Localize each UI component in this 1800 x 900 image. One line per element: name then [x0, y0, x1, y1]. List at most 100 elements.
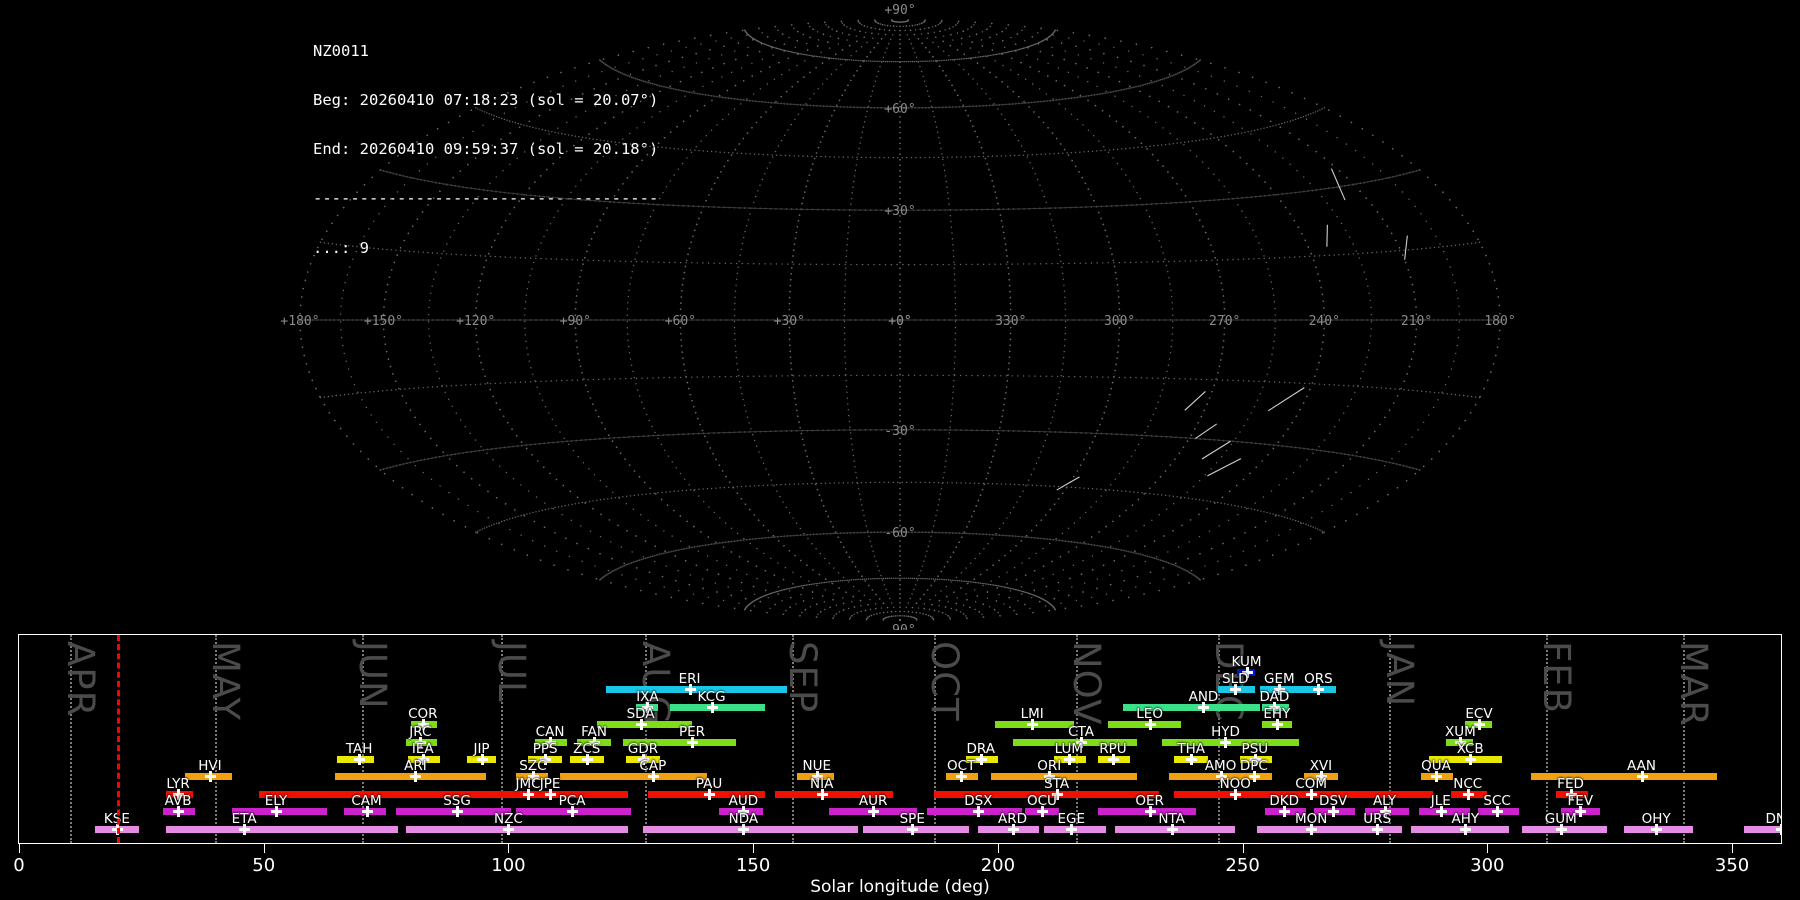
- shower-peak-marker-psu: [1249, 754, 1261, 765]
- shower-label-ocu: OCU: [1026, 793, 1057, 810]
- shower-peak-marker-sda: [635, 719, 647, 731]
- shower-label-ohy: OHY: [1641, 810, 1671, 827]
- shower-peak-marker-per: [686, 736, 698, 748]
- shower-label-tah: TAH: [345, 741, 373, 757]
- shower-activity-timeline[interactable]: APR MAY JUN JUL AUG SEP OCT NOV DEC JAN FEB MAR KUM E…: [18, 634, 1782, 844]
- axis-tick: [997, 844, 999, 853]
- shower-bar-dno[interactable]: [1744, 825, 1781, 833]
- axis-tick: [1487, 844, 1489, 853]
- shower-label-lyr: LYR: [166, 775, 190, 792]
- shower-peak-marker-nda: [738, 823, 750, 835]
- shower-bar-com[interactable]: [1245, 790, 1434, 798]
- shower-label-dsv: DSV: [1319, 793, 1348, 810]
- ra-tick-label: 300°: [1104, 314, 1135, 329]
- shower-peak-marker-and: [1198, 701, 1210, 713]
- shower-peak-marker-jmc: [523, 788, 535, 800]
- dec-tick-label: +30°: [884, 204, 915, 219]
- month-divider: [1389, 635, 1392, 843]
- shower-peak-marker-ocu: [1036, 806, 1048, 818]
- ra-tick-label: 330°: [995, 314, 1026, 329]
- shower-peak-marker-pps: [540, 754, 552, 765]
- shower-peak-marker-lyr: [173, 788, 185, 800]
- dec-tick-label: -60°: [884, 526, 915, 541]
- month-divider: [501, 635, 504, 843]
- shower-label-leo: LEO: [1136, 706, 1163, 723]
- shower-label-cap: CAP: [639, 758, 667, 775]
- shower-label-fan: FAN: [581, 723, 608, 740]
- solar-longitude-axis: Solar longitude (deg) 0 50 100 150 200 250 300…: [13, 844, 1782, 900]
- shower-bar-eri[interactable]: [606, 686, 788, 694]
- shower-peak-marker-eri: [684, 684, 696, 696]
- shower-label-jmc: JMC: [515, 775, 541, 792]
- ra-tick-label: 240°: [1309, 314, 1340, 329]
- shower-bar-kcg[interactable]: [669, 703, 766, 711]
- shower-peak-marker-aud: [738, 806, 750, 818]
- shower-peak-marker-noo: [1230, 788, 1242, 800]
- shower-peak-marker-ecv: [1474, 719, 1485, 731]
- shower-bar-nia[interactable]: [775, 790, 893, 798]
- shower-peak-marker-com: [1306, 788, 1318, 800]
- dec-tick-label: +90°: [884, 3, 915, 18]
- shower-label-fev: FEV: [1567, 793, 1594, 810]
- month-divider: [1546, 635, 1549, 843]
- shower-bar-eta[interactable]: [165, 825, 399, 833]
- shower-peak-marker-zcs: [581, 754, 593, 765]
- shower-bar-mon[interactable]: [1257, 825, 1353, 833]
- axis-tick: [1242, 844, 1244, 853]
- shower-label-nta: NTA: [1158, 810, 1185, 827]
- ra-tick-label: +30°: [774, 314, 805, 329]
- shower-label-eta: ETA: [231, 810, 257, 827]
- shower-bar-cta[interactable]: [1012, 738, 1138, 746]
- shower-label-ssg: SSG: [443, 793, 471, 810]
- shower-peak-marker-ely: [270, 806, 282, 818]
- shower-peak-marker-ard: [1007, 823, 1019, 835]
- shower-bar-per[interactable]: [623, 738, 737, 746]
- shower-peak-marker-nue: [811, 771, 823, 783]
- shower-bar-jpe[interactable]: [510, 790, 629, 798]
- axis-tick-label: 0: [13, 855, 25, 876]
- shower-peak-marker-xcb: [1465, 754, 1477, 765]
- month-label-nov: NOV: [1065, 641, 1109, 726]
- shower-peak-marker-tha: [1186, 754, 1198, 765]
- axis-tick: [263, 844, 265, 853]
- shower-peak-marker-ncc: [1462, 788, 1474, 800]
- shower-peak-marker-ixa: [642, 701, 654, 713]
- shower-label-aly: ALY: [1372, 793, 1397, 810]
- shower-bar-amo[interactable]: [1169, 773, 1255, 781]
- shower-label-jle: JLE: [1430, 793, 1451, 810]
- shower-label-dkd: DKD: [1269, 793, 1300, 810]
- shower-label-ahy: AHY: [1451, 810, 1480, 827]
- shower-bar-cap[interactable]: [559, 773, 707, 781]
- shower-peak-marker-rpu: [1107, 754, 1119, 765]
- shower-peak-marker-jip: [476, 754, 488, 765]
- shower-bar-and[interactable]: [1122, 703, 1260, 711]
- month-label-oct: OCT: [923, 641, 967, 722]
- shower-bar-ori[interactable]: [990, 773, 1138, 781]
- shower-bar-nda[interactable]: [643, 825, 859, 833]
- month-label-jul: JUL: [490, 641, 534, 703]
- shower-bar-sta[interactable]: [934, 790, 1160, 798]
- shower-label-jpe: JPE: [539, 775, 561, 792]
- shower-label-oer: OER: [1135, 793, 1164, 810]
- ra-tick-label: +180°: [280, 314, 319, 329]
- axis-tick: [508, 844, 510, 853]
- axis-tick: [753, 844, 755, 853]
- shower-label-xvi: XVI: [1309, 758, 1333, 775]
- shower-peak-marker-hyd: [1220, 736, 1232, 748]
- shower-peak-marker-sld: [1230, 684, 1242, 696]
- header-divider: -------------------------------------: [313, 189, 659, 208]
- shower-bar-nzc[interactable]: [405, 825, 629, 833]
- shower-label-pps: PPS: [532, 741, 558, 757]
- shower-bar-jmc[interactable]: [258, 790, 617, 798]
- shower-label-gdr: GDR: [627, 741, 659, 757]
- shower-peak-marker-aur: [868, 806, 880, 818]
- header-info: NZ0011 Beg: 20260410 07:18:23 (sol = 20.…: [313, 10, 658, 289]
- shower-peak-marker-sta: [1051, 788, 1063, 800]
- meteor-count: ...: 9: [313, 238, 369, 257]
- dec-tick-label: -30°: [884, 424, 915, 439]
- shower-label-kse: KSE: [103, 810, 130, 827]
- shower-label-gum: GUM: [1544, 810, 1577, 827]
- shower-peak-marker-gum: [1555, 823, 1567, 835]
- shower-bar-aan[interactable]: [1531, 773, 1718, 781]
